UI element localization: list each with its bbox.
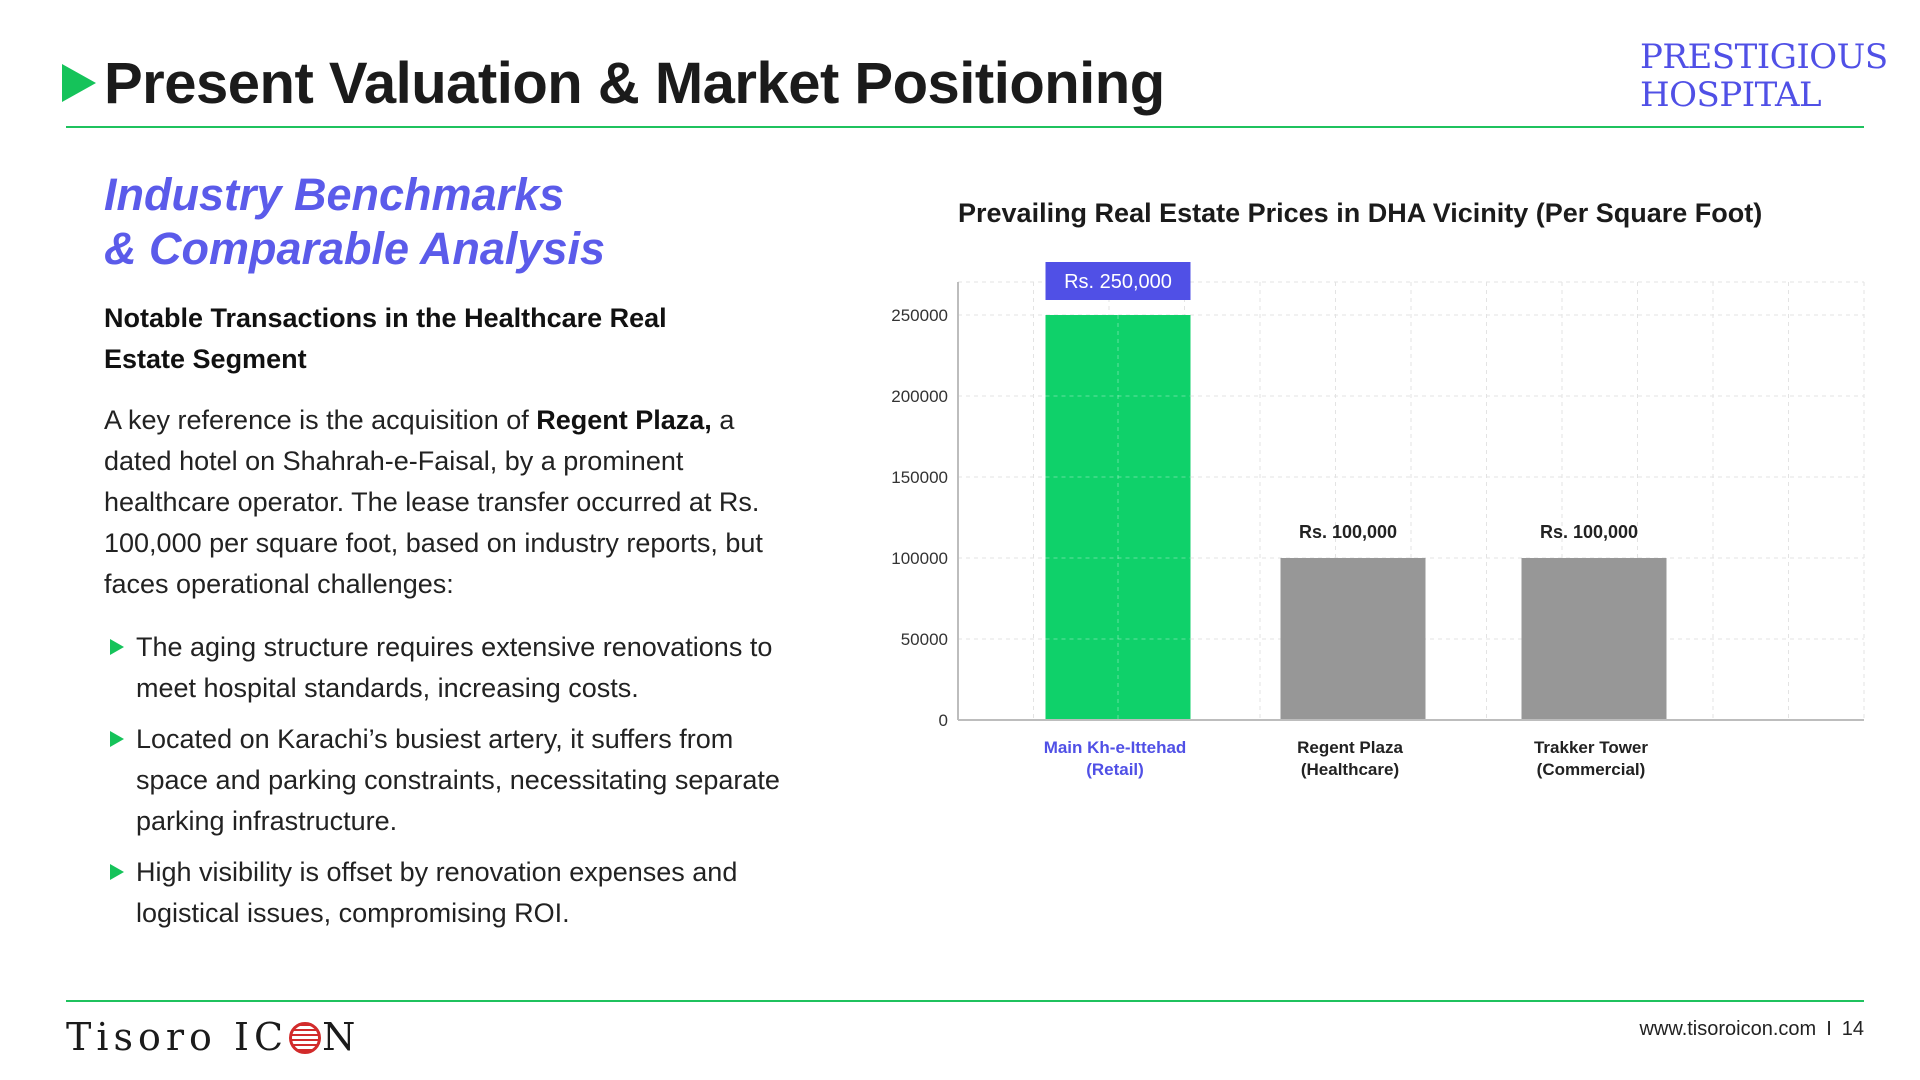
x-tick-label: (Healthcare): [1301, 760, 1399, 779]
section-heading-line-2: & Comparable Analysis: [104, 223, 605, 274]
bullet-text: High visibility is offset by renovation …: [136, 857, 738, 928]
footer-divider: [66, 1000, 1864, 1002]
y-tick-label: 100000: [891, 549, 948, 568]
data-label-badge: [1045, 262, 1191, 300]
bullet-item: High visibility is offset by renovation …: [104, 852, 804, 934]
bullet-text: The aging structure requires extensive r…: [136, 632, 773, 703]
footer-meta: www.tisoroicon.com I 14: [1639, 1018, 1864, 1041]
y-tick-label: 150000: [891, 468, 948, 487]
section-label: Notable Transactions in the Healthcare R…: [104, 303, 667, 374]
x-tick-label: Regent Plaza: [1297, 738, 1403, 757]
bullet-item: The aging structure requires extensive r…: [104, 627, 804, 709]
body-paragraph: A key reference is the acquisition of Re…: [104, 400, 804, 605]
y-tick-label: 0: [939, 711, 948, 730]
para-prefix: A key reference is the acquisition of: [104, 405, 537, 435]
slide-header: Present Valuation & Market Positioning P…: [0, 0, 1920, 130]
x-tick-label: Main Kh-e-Ittehad: [1044, 738, 1187, 757]
header-divider: [66, 126, 1864, 128]
chart-title: Prevailing Real Estate Prices in DHA Vic…: [958, 198, 1763, 228]
bar-chart: 0 50000 100000 150000 200000 250000 Rs. 250,00…: [891, 262, 1865, 779]
bullet-text: Located on Karachi’s busiest artery, it …: [136, 724, 780, 836]
y-tick-label: 250000: [891, 306, 948, 325]
bullet-triangle-icon: [110, 639, 124, 655]
brand-logo: PRESTIGIOUS HOSPITAL: [1640, 37, 1888, 115]
logo-text-right: N: [322, 1015, 361, 1059]
data-label: Rs. 100,000: [1299, 522, 1397, 542]
y-tick-label: 50000: [901, 630, 948, 649]
data-label: Rs. 250,000: [1064, 271, 1172, 293]
bullet-item: Located on Karachi’s busiest artery, it …: [104, 719, 804, 842]
bullet-triangle-icon: [110, 731, 124, 747]
footer-separator: I: [1826, 1018, 1832, 1040]
data-label: Rs. 100,000: [1540, 522, 1638, 542]
y-tick-label: 200000: [891, 387, 948, 406]
logo-globe-icon: [289, 1021, 322, 1054]
x-tick-label: (Retail): [1086, 760, 1144, 779]
x-tick-label: Trakker Tower: [1534, 738, 1648, 757]
play-triangle-icon: [62, 64, 96, 102]
page-title: Present Valuation & Market Positioning: [104, 51, 1165, 116]
page-number: 14: [1841, 1018, 1864, 1040]
bar: [1521, 558, 1667, 720]
bar: [1280, 558, 1426, 720]
bar: [1045, 315, 1191, 720]
x-tick-label: (Commercial): [1537, 760, 1646, 779]
section-heading: Industry Benchmarks & Comparable Analysi…: [104, 168, 804, 276]
section-heading-line-1: Industry Benchmarks: [104, 169, 565, 220]
para-bold: Regent Plaza,: [536, 405, 712, 435]
bullet-triangle-icon: [110, 864, 124, 880]
brand-line-2: HOSPITAL: [1640, 75, 1822, 115]
logo-text-left: Tisoro IC: [66, 1015, 289, 1059]
bullet-list: The aging structure requires extensive r…: [104, 627, 804, 934]
footer-url[interactable]: www.tisoroicon.com: [1639, 1018, 1817, 1040]
left-column: Industry Benchmarks & Comparable Analysi…: [104, 168, 804, 944]
para-suffix: a dated hotel on Shahrah-e-Faisal, by a …: [104, 405, 763, 599]
brand-line-1: PRESTIGIOUS: [1640, 37, 1888, 77]
footer-logo: Tisoro IC N: [66, 1015, 360, 1059]
